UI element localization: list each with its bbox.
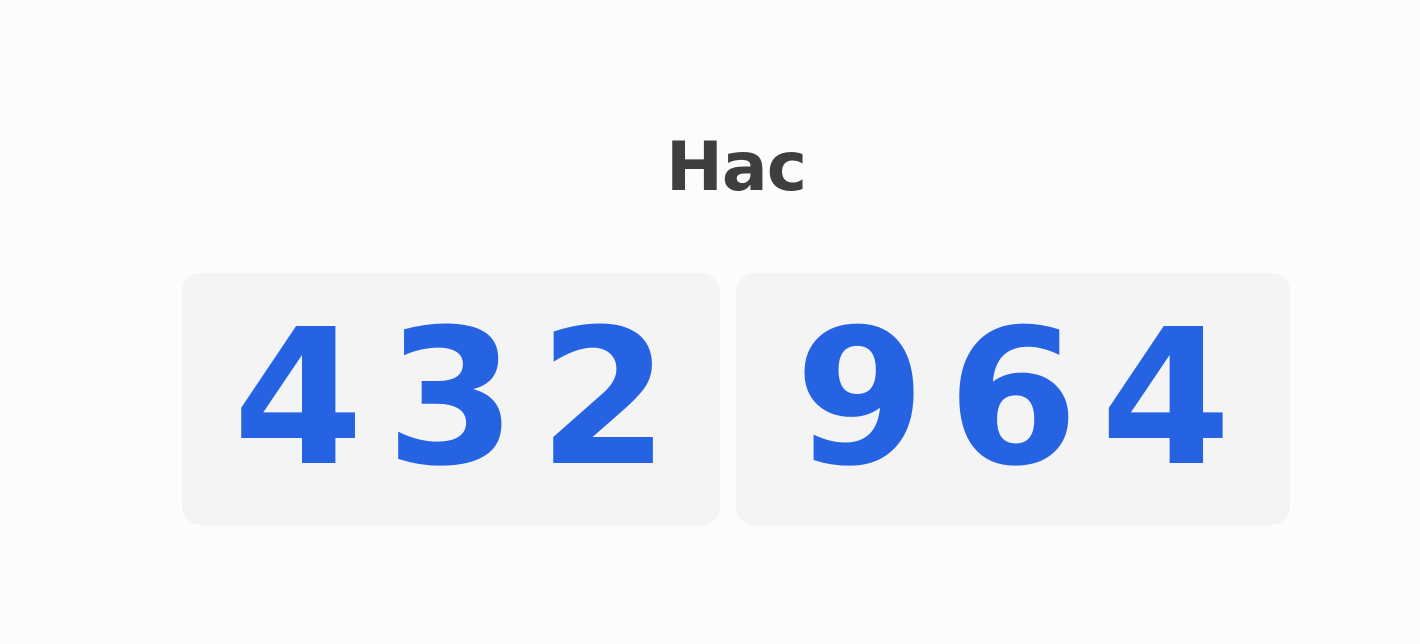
- page-title: Нас: [665, 128, 807, 207]
- counter-box-left: 432: [182, 273, 720, 525]
- counter-digits-left: 432: [232, 289, 692, 508]
- counter-box-right: 964: [736, 273, 1290, 525]
- counter-digits-right: 964: [794, 289, 1254, 508]
